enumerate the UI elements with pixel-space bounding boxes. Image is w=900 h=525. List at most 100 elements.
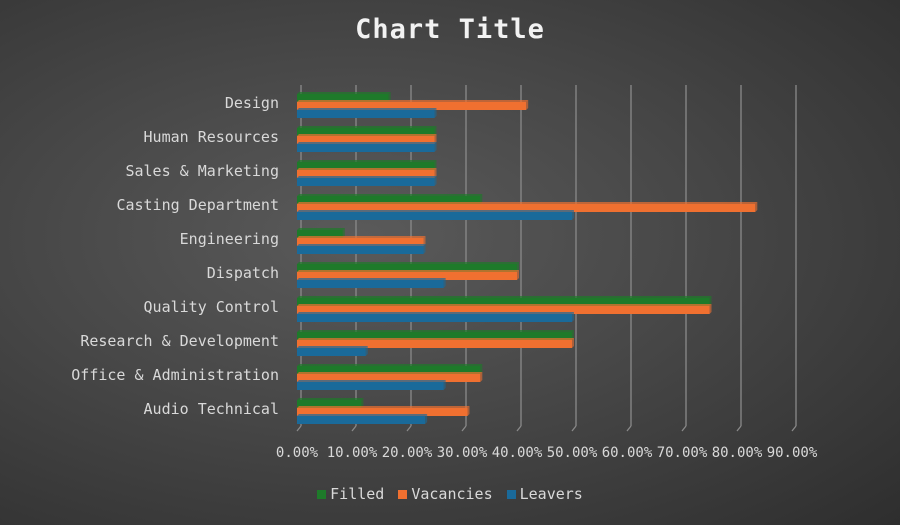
bar-side: [388, 92, 391, 102]
x-tick-label: 30.00%: [437, 445, 488, 461]
category-label: Casting Department: [116, 196, 279, 214]
bar-side: [709, 296, 712, 306]
gridline-floor: [461, 425, 467, 432]
bar-filled: [297, 400, 362, 408]
bar-top: [297, 176, 437, 178]
legend-label: Leavers: [519, 485, 583, 503]
x-tick-label: 50.00%: [547, 445, 598, 461]
legend-label: Vacancies: [411, 485, 493, 503]
bar-top: [297, 262, 519, 264]
bar-vacancies: [297, 340, 572, 348]
bar-leavers: [297, 314, 572, 322]
bar-side: [434, 134, 437, 144]
legend-item: Vacancies: [398, 485, 493, 503]
bar-top: [297, 244, 426, 246]
bar-top: [297, 364, 483, 366]
bar-top: [297, 398, 364, 400]
bar-side: [342, 228, 345, 238]
legend-swatch: [317, 489, 327, 499]
bar-side: [480, 194, 483, 204]
bar-vacancies: [297, 408, 468, 416]
bar-top: [297, 296, 712, 298]
legend-label: Filled: [330, 485, 385, 503]
category-label: Sales & Marketing: [125, 162, 279, 180]
bar-side: [434, 160, 437, 170]
bar-side: [755, 202, 758, 212]
bar-top: [297, 210, 574, 212]
bar-top: [297, 304, 712, 306]
bar-top: [297, 270, 519, 272]
gridline-floor: [406, 425, 412, 432]
bar-top: [297, 228, 345, 230]
category-label: Research & Development: [80, 332, 279, 350]
bar-leavers: [297, 416, 426, 424]
bar-top: [297, 134, 437, 136]
bar-filled: [297, 366, 481, 374]
bar-side: [517, 270, 519, 280]
gridline-floor: [351, 425, 357, 432]
bar-vacancies: [297, 102, 527, 110]
category-label: Dispatch: [207, 264, 279, 282]
bar-side: [572, 338, 574, 348]
bar-side: [709, 304, 712, 314]
bar-leavers: [297, 212, 572, 220]
bar-leavers: [297, 348, 366, 356]
gridline-floor: [571, 425, 577, 432]
bar-vacancies: [297, 272, 517, 280]
gridline-floor: [736, 425, 742, 432]
bar-top: [297, 236, 426, 238]
bar-side: [361, 398, 364, 408]
gridline-floor: [681, 425, 687, 432]
x-tick-label: 40.00%: [492, 445, 543, 461]
bar-vacancies: [297, 204, 756, 212]
bar-leavers: [297, 144, 435, 152]
x-tick-label: 0.00%: [276, 445, 319, 461]
bar-top: [297, 194, 483, 196]
bar-side: [423, 236, 426, 246]
bar-top: [297, 380, 446, 382]
bar-leavers: [297, 246, 424, 254]
bar-vacancies: [297, 136, 435, 144]
category-label: Human Resources: [144, 128, 279, 146]
bar-side: [572, 210, 574, 220]
bar-top: [297, 100, 529, 102]
bar-top: [297, 202, 758, 204]
bar-top: [297, 160, 437, 162]
x-tick-label: 20.00%: [382, 445, 433, 461]
bar-side: [467, 406, 470, 416]
bar-side: [443, 278, 446, 288]
bar-side: [365, 346, 368, 356]
bar-side: [572, 312, 574, 322]
bar-side: [526, 100, 529, 110]
bar-top: [297, 312, 574, 314]
gridline-floor: [516, 425, 522, 432]
bar-side: [434, 126, 437, 136]
bar-leavers: [297, 178, 435, 186]
bar-top: [297, 278, 446, 280]
bar-side: [423, 244, 426, 254]
bar-vacancies: [297, 374, 481, 382]
gridline-floor: [791, 425, 797, 432]
bar-top: [297, 92, 391, 94]
x-tick-label: 10.00%: [327, 445, 378, 461]
legend-item: Leavers: [506, 485, 583, 503]
bar-filled: [297, 298, 710, 306]
gridline-floor: [626, 425, 632, 432]
bar-side: [434, 176, 437, 186]
bar-top: [297, 338, 574, 340]
bar-filled: [297, 128, 435, 136]
bar-top: [297, 372, 483, 374]
bar-leavers: [297, 110, 435, 118]
legend-swatch: [398, 489, 408, 499]
bar-top: [297, 108, 437, 110]
bar-top: [297, 126, 437, 128]
bar-leavers: [297, 280, 444, 288]
bar-top: [297, 168, 437, 170]
bar-side: [572, 330, 574, 340]
legend-swatch: [506, 489, 516, 499]
category-label: Audio Technical: [144, 400, 279, 418]
bar-vacancies: [297, 306, 710, 314]
bar-filled: [297, 196, 481, 204]
x-tick-label: 70.00%: [657, 445, 708, 461]
